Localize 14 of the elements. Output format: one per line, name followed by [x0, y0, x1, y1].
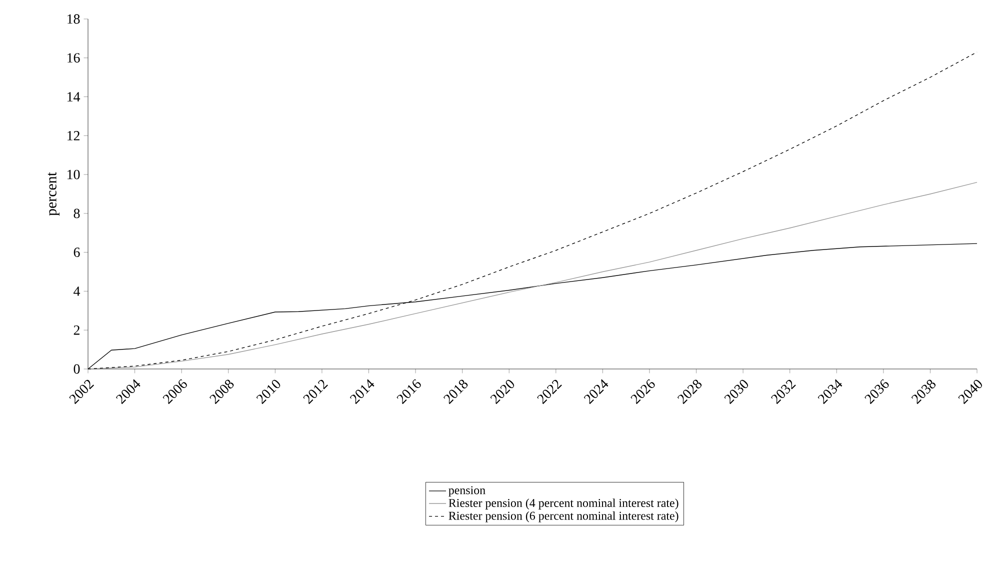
y-tick-label: 0 [74, 364, 80, 374]
y-axis-title: percent [48, 172, 60, 216]
y-tick-label: 6 [74, 248, 80, 258]
y-tick-label: 10 [68, 170, 80, 180]
y-tick-label: 4 [74, 286, 80, 296]
legend-label: Riester pension (6 percent nominal interest rate) [448, 511, 678, 522]
y-tick-label: 2 [74, 325, 80, 335]
y-tick-label: 12 [68, 131, 80, 140]
y-tick-label: 18 [68, 14, 80, 24]
y-tick-label: 8 [74, 208, 80, 218]
y-tick-label: 14 [68, 92, 80, 102]
legend-label: Riester pension (4 percent nominal interest rate) [448, 498, 678, 510]
y-tick-label: 16 [68, 53, 80, 63]
legend-label: pension [448, 486, 486, 497]
